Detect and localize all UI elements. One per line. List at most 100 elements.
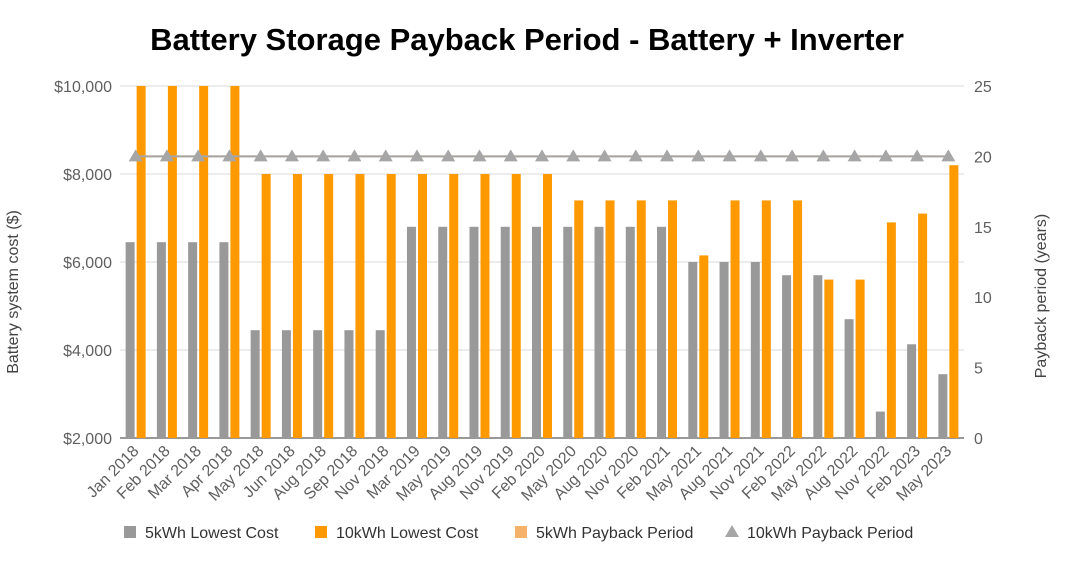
point-10kwh-payback: [910, 149, 925, 162]
bar-5kwh: [813, 275, 823, 438]
bar-10kwh: [605, 200, 615, 438]
left-tick-label: $10,000: [54, 79, 112, 96]
bar-10kwh: [574, 200, 584, 438]
bar-10kwh: [355, 174, 365, 438]
payback-lines: [128, 149, 956, 162]
bar-5kwh: [719, 262, 729, 438]
bar-5kwh: [313, 330, 323, 438]
point-10kwh-payback: [660, 149, 675, 162]
point-10kwh-payback: [691, 149, 706, 162]
bar-5kwh: [594, 226, 604, 438]
point-10kwh-payback: [722, 149, 737, 162]
legend-swatch: [725, 525, 739, 537]
point-10kwh-payback: [535, 149, 549, 162]
bar-10kwh: [636, 200, 646, 438]
right-tick-label: 10: [974, 290, 992, 307]
point-10kwh-payback: [503, 149, 518, 162]
point-10kwh-payback: [847, 149, 862, 162]
right-tick-label: 15: [974, 220, 992, 237]
right-axis-ticks: 0 5 10 15 20 25: [974, 79, 992, 448]
bar-10kwh: [136, 86, 146, 438]
legend: 5kWh Lowest Cost 10kWh Lowest Cost 5kWh Pa…: [124, 525, 913, 542]
point-10kwh-payback: [253, 149, 268, 162]
bar-5kwh: [188, 242, 198, 438]
bar-5kwh: [907, 344, 917, 438]
bar-10kwh: [261, 174, 271, 438]
bar-10kwh: [230, 86, 240, 438]
left-tick-label: $8,000: [63, 167, 112, 184]
right-tick-label: 0: [974, 431, 983, 448]
chart-title: Battery Storage Payback Period - Battery…: [150, 22, 904, 57]
bar-5kwh: [625, 226, 635, 438]
bar-10kwh: [855, 279, 865, 438]
bar-5kwh: [750, 262, 760, 438]
left-tick-label: $2,000: [63, 431, 112, 448]
bar-5kwh: [438, 226, 448, 438]
legend-swatch: [515, 526, 527, 538]
point-10kwh-payback: [409, 149, 424, 162]
bar-10kwh: [886, 222, 896, 438]
bar-5kwh: [782, 275, 792, 438]
bar-5kwh: [532, 226, 541, 438]
bar-10kwh: [480, 174, 490, 438]
right-tick-label: 20: [974, 149, 992, 166]
bar-10kwh: [324, 174, 334, 438]
bar-10kwh: [918, 213, 928, 438]
point-10kwh-payback: [347, 149, 362, 162]
bar-10kwh: [386, 174, 396, 438]
point-10kwh-payback: [785, 149, 800, 162]
point-10kwh-payback: [597, 149, 612, 162]
bar-10kwh: [543, 174, 552, 438]
point-10kwh-payback: [816, 149, 831, 162]
bar-10kwh: [417, 174, 427, 438]
legend-label: 10kWh Payback Period: [747, 525, 913, 542]
bar-5kwh: [219, 242, 229, 438]
series-10kwh-bars: [136, 86, 959, 438]
bar-5kwh: [250, 330, 260, 438]
bar-10kwh: [699, 255, 709, 438]
bar-5kwh: [281, 330, 291, 438]
left-axis-title: Battery system cost ($): [5, 210, 22, 374]
point-10kwh-payback: [628, 149, 643, 162]
bar-5kwh: [500, 226, 510, 438]
right-tick-label: 5: [974, 361, 983, 378]
point-10kwh-payback: [128, 149, 143, 162]
bar-10kwh: [761, 200, 771, 438]
bar-10kwh: [793, 200, 803, 438]
legend-swatch: [315, 526, 327, 538]
point-10kwh-payback: [753, 149, 768, 162]
bar-5kwh: [469, 226, 479, 438]
bar-5kwh: [344, 330, 354, 438]
point-10kwh-payback: [441, 149, 456, 162]
point-10kwh-payback: [878, 149, 893, 162]
left-tick-label: $6,000: [63, 255, 112, 272]
legend-label: 5kWh Lowest Cost: [145, 525, 279, 542]
point-10kwh-payback: [566, 149, 581, 162]
gridlines: [120, 85, 964, 439]
left-tick-label: $4,000: [63, 343, 112, 360]
right-tick-label: 25: [974, 79, 992, 96]
bar-10kwh: [730, 200, 740, 438]
bar-10kwh: [449, 174, 459, 438]
bar-10kwh: [167, 86, 177, 438]
right-axis-title: Payback period (years): [1033, 214, 1050, 379]
bar-5kwh: [125, 242, 135, 438]
bar-10kwh: [511, 174, 521, 438]
bar-10kwh: [824, 279, 834, 438]
bar-10kwh: [199, 86, 209, 438]
bar-10kwh: [949, 165, 959, 438]
bar-5kwh: [563, 226, 573, 438]
legend-swatch: [124, 526, 136, 538]
bar-5kwh: [375, 330, 385, 438]
point-10kwh-payback: [378, 149, 393, 162]
bar-10kwh: [668, 200, 678, 438]
bar-5kwh: [875, 411, 885, 438]
bar-5kwh: [844, 319, 854, 438]
legend-label: 5kWh Payback Period: [536, 525, 693, 542]
point-10kwh-payback: [159, 149, 174, 162]
point-10kwh-payback: [284, 149, 299, 162]
bar-10kwh: [292, 174, 302, 438]
bar-5kwh: [657, 226, 667, 438]
